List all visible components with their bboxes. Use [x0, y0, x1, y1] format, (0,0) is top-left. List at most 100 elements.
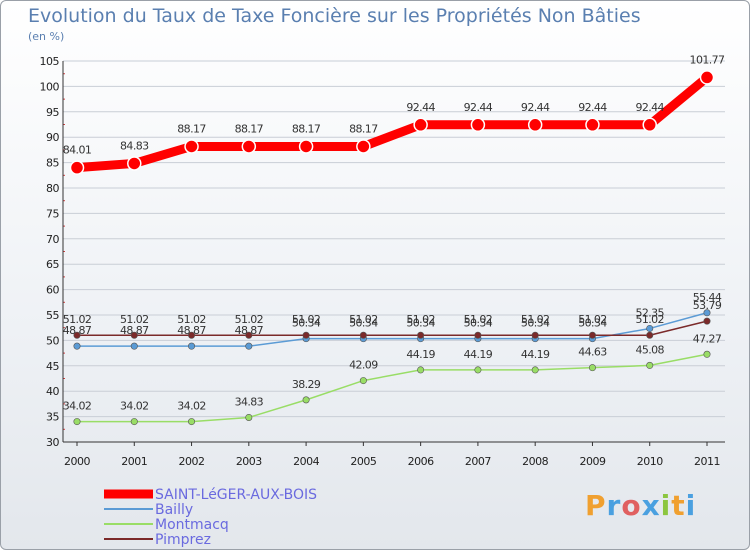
data-point: [474, 366, 482, 374]
data-label: 51.02: [406, 313, 435, 326]
data-point: [130, 331, 138, 339]
data-label: 51.02: [292, 313, 321, 326]
x-tick-label: 2005: [350, 455, 376, 468]
logo-letter: P: [585, 489, 607, 522]
data-point: [130, 418, 138, 426]
data-point: [474, 331, 482, 339]
data-label: 51.02: [464, 313, 493, 326]
logo-letter: i: [660, 489, 672, 522]
data-label: 51.02: [177, 313, 206, 326]
data-label: 50.34: [464, 317, 493, 330]
x-tick-label: 2006: [408, 455, 434, 468]
data-point: [417, 366, 425, 374]
data-label: 34.83: [235, 395, 264, 408]
data-label: 55.44: [693, 291, 722, 304]
data-label: 50.34: [578, 317, 607, 330]
data-point: [245, 342, 253, 350]
data-point: [585, 117, 600, 133]
y-tick-label: 95: [46, 106, 59, 119]
data-point: [302, 396, 310, 404]
series-line: [76, 353, 708, 423]
x-tick-label: 2009: [579, 455, 605, 468]
data-label: 48.87: [120, 324, 149, 337]
data-point: [642, 117, 657, 133]
data-point: [703, 309, 711, 317]
y-tick-label: 50: [46, 334, 59, 347]
data-point: [470, 117, 486, 133]
data-point: [73, 331, 81, 339]
x-tick-label: 2003: [236, 455, 262, 468]
data-point: [73, 342, 81, 350]
data-point: [302, 331, 310, 339]
data-label: 92.44: [464, 101, 493, 114]
y-tick-label: 90: [46, 131, 59, 144]
series-line: [76, 312, 708, 347]
x-tick-label: 2002: [179, 455, 205, 468]
data-label: 51.02: [120, 313, 149, 326]
data-label: 38.29: [292, 378, 321, 391]
data-label: 44.19: [406, 348, 435, 361]
data-label: 34.02: [63, 400, 92, 413]
x-tick-label: 2004: [293, 455, 319, 468]
legend-label: SAINT-LéGER-AUX-BOIS: [155, 487, 317, 503]
series-line: [76, 320, 708, 336]
y-tick-label: 65: [46, 258, 59, 271]
x-tick-label: 2001: [121, 455, 147, 468]
y-tick-label: 80: [46, 182, 59, 195]
data-point: [356, 139, 371, 154]
data-point: [241, 139, 257, 154]
data-label: 51.02: [235, 313, 264, 326]
data-label: 50.34: [292, 317, 321, 330]
y-tick-label: 85: [46, 157, 59, 170]
y-tick-label: 75: [46, 207, 59, 220]
data-point: [699, 70, 715, 85]
data-label: 44.19: [521, 348, 550, 361]
data-label: 48.87: [235, 324, 264, 337]
data-point: [359, 331, 367, 339]
data-point: [188, 342, 196, 350]
legend-label: Pimprez: [155, 532, 211, 548]
data-label: 50.34: [349, 317, 378, 330]
logo-letter: x: [641, 489, 661, 522]
y-tick-label: 55: [46, 309, 59, 322]
x-tick-label: 2000: [64, 455, 90, 468]
y-tick-label: 30: [46, 436, 59, 449]
chart-title: Evolution du Taux de Taxe Foncière sur l…: [28, 5, 641, 27]
data-label: 48.87: [177, 324, 206, 337]
data-label: 92.44: [406, 101, 435, 114]
x-tick-label: 2011: [694, 455, 720, 468]
logo-letter: r: [606, 489, 622, 522]
data-label: 53.79: [693, 299, 722, 312]
y-tick-label: 70: [46, 233, 59, 246]
data-label: 92.44: [635, 101, 664, 114]
data-point: [245, 413, 253, 421]
data-label: 88.17: [292, 122, 321, 135]
data-label: 92.44: [521, 101, 550, 114]
x-tick-label: 2010: [637, 455, 663, 468]
logo-letter: i: [685, 489, 697, 522]
data-label: 92.44: [578, 101, 607, 114]
data-label: 51.02: [578, 313, 607, 326]
data-label: 88.17: [235, 122, 264, 135]
data-label: 34.02: [177, 400, 206, 413]
data-point: [73, 418, 81, 426]
data-label: 50.34: [406, 317, 435, 330]
data-label: 42.09: [349, 359, 378, 372]
data-point: [188, 418, 196, 426]
y-tick-label: 105: [40, 55, 60, 68]
legend-label: Bailly: [155, 502, 193, 518]
logo-letter: t: [671, 489, 686, 522]
data-label: 84.83: [120, 139, 149, 152]
data-label: 51.02: [635, 313, 664, 326]
data-label: 101.77: [690, 53, 725, 66]
x-tick-label: 2008: [522, 455, 548, 468]
data-label: 45.08: [635, 343, 664, 356]
data-label: 88.17: [177, 122, 206, 135]
data-label: 44.63: [578, 346, 607, 359]
data-point: [245, 331, 253, 339]
data-point: [646, 324, 654, 332]
proxiti-logo: Proxiti: [585, 489, 696, 522]
data-point: [588, 331, 596, 339]
data-point: [527, 117, 543, 133]
